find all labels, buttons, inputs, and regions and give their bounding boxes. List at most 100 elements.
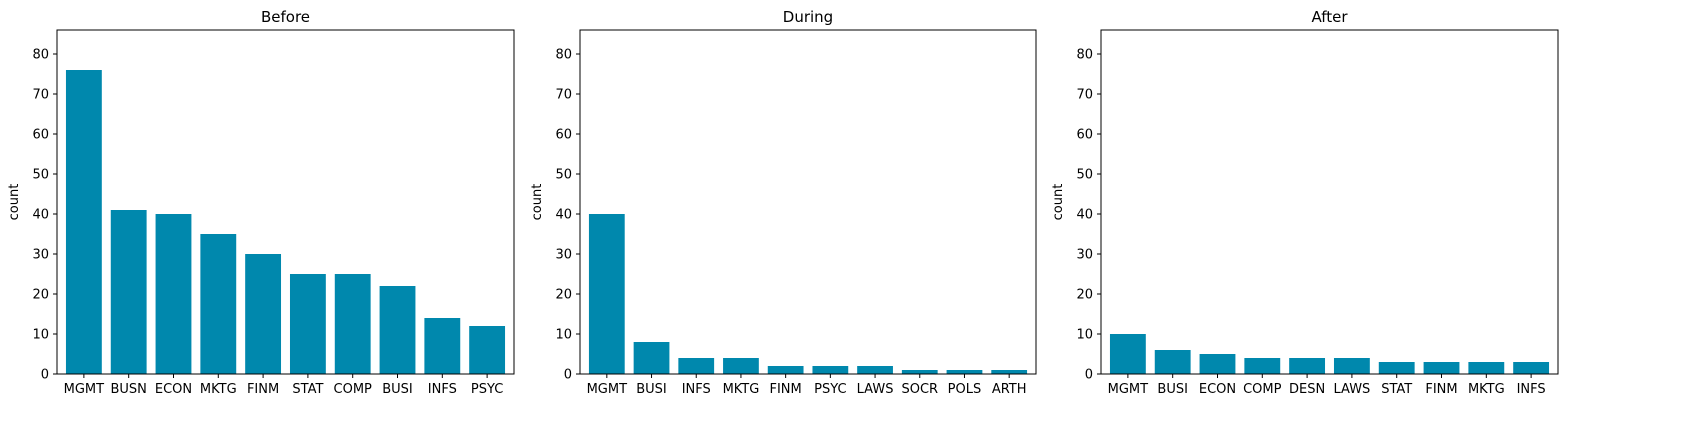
y-tick-label: 20 bbox=[1076, 288, 1093, 303]
y-tick-label: 20 bbox=[555, 288, 572, 303]
y-tick-label: 40 bbox=[1076, 208, 1093, 223]
x-tick-label: STAT bbox=[292, 382, 323, 397]
y-tick-label: 40 bbox=[32, 208, 49, 223]
bar bbox=[1468, 362, 1505, 374]
panel-title: After bbox=[1311, 8, 1348, 26]
x-tick-label: MKTG bbox=[200, 382, 237, 397]
bar bbox=[678, 358, 715, 374]
x-tick-label: PSYC bbox=[471, 382, 503, 397]
bar bbox=[155, 214, 192, 374]
x-tick-label: INFS bbox=[1517, 382, 1546, 397]
y-tick-label: 30 bbox=[555, 248, 572, 263]
y-tick-label: 0 bbox=[41, 368, 49, 383]
bar bbox=[1289, 358, 1326, 374]
bar bbox=[1244, 358, 1281, 374]
x-tick-label: INFS bbox=[682, 382, 711, 397]
x-tick-label: INFS bbox=[428, 382, 457, 397]
x-tick-label: PSYC bbox=[814, 382, 846, 397]
bar bbox=[1109, 334, 1146, 374]
bar bbox=[857, 366, 893, 374]
bar bbox=[1333, 358, 1370, 374]
y-tick-label: 60 bbox=[555, 128, 572, 143]
bar bbox=[200, 234, 237, 374]
x-tick-label: SOCR bbox=[901, 382, 938, 397]
panel-title: Before bbox=[261, 8, 310, 26]
x-tick-label: BUSI bbox=[636, 382, 667, 397]
y-tick-label: 40 bbox=[555, 208, 572, 223]
y-tick-label: 50 bbox=[1076, 168, 1093, 183]
y-tick-label: 0 bbox=[1085, 368, 1093, 383]
bar bbox=[289, 274, 326, 374]
y-tick-label: 70 bbox=[1076, 88, 1093, 103]
y-tick-label: 70 bbox=[32, 88, 49, 103]
y-tick-label: 10 bbox=[555, 328, 572, 343]
panel-during: During count 0 10 20 30 40 50 60 70 80 MGMT BUSI IN… bbox=[530, 8, 1037, 397]
bar bbox=[901, 370, 938, 374]
x-tick-label: FINM bbox=[1425, 382, 1457, 397]
bar bbox=[110, 210, 147, 374]
y-axis-label: count bbox=[530, 184, 545, 221]
x-tick-label: BUSI bbox=[382, 382, 413, 397]
x-tick-label: DESN bbox=[1289, 382, 1325, 397]
y-tick-label: 80 bbox=[555, 48, 572, 63]
y-axis-label: count bbox=[7, 184, 22, 221]
axes-frame bbox=[579, 29, 1037, 375]
y-axis-label: count bbox=[1051, 184, 1066, 221]
axes-frame bbox=[56, 29, 515, 375]
x-tick-label: FINM bbox=[247, 382, 279, 397]
x-tick-label: MGMT bbox=[1108, 382, 1149, 397]
x-tick-label: ECON bbox=[155, 382, 192, 397]
y-tick-label: 70 bbox=[555, 88, 572, 103]
x-tick-label: BUSN bbox=[110, 382, 146, 397]
bar bbox=[946, 370, 983, 374]
bar bbox=[245, 254, 282, 374]
x-tick-label: LAWS bbox=[857, 382, 894, 397]
bar bbox=[469, 326, 506, 374]
y-tick-label: 30 bbox=[1076, 248, 1093, 263]
y-tick-label: 0 bbox=[564, 368, 572, 383]
y-tick-label: 60 bbox=[1076, 128, 1093, 143]
bar bbox=[633, 342, 670, 374]
bar bbox=[1378, 362, 1415, 374]
y-tick-label: 60 bbox=[32, 128, 49, 143]
bar bbox=[588, 214, 625, 374]
bar bbox=[65, 70, 102, 374]
y-tick-label: 20 bbox=[32, 288, 49, 303]
bar bbox=[1423, 362, 1460, 374]
x-tick-label: ARTH bbox=[992, 382, 1027, 397]
x-tick-label: POLS bbox=[948, 382, 982, 397]
bar bbox=[991, 370, 1028, 374]
x-tick-label: COMP bbox=[1243, 382, 1282, 397]
x-tick-label: ECON bbox=[1199, 382, 1236, 397]
panel-title: During bbox=[783, 8, 833, 26]
x-tick-label: BUSI bbox=[1157, 382, 1188, 397]
bar bbox=[424, 318, 461, 374]
x-tick-label: STAT bbox=[1381, 382, 1412, 397]
bar bbox=[812, 366, 849, 374]
bar bbox=[1154, 350, 1191, 374]
panel-before: Before count 0 10 20 30 40 50 60 70 80 MGMT BUSN EC… bbox=[7, 8, 515, 397]
bar bbox=[1199, 354, 1236, 374]
y-tick-label: 30 bbox=[32, 248, 49, 263]
y-tick-label: 50 bbox=[555, 168, 572, 183]
x-tick-label: MGMT bbox=[64, 382, 105, 397]
y-tick-label: 50 bbox=[32, 168, 49, 183]
y-tick-label: 80 bbox=[1076, 48, 1093, 63]
bar bbox=[767, 366, 804, 374]
x-tick-label: FINM bbox=[770, 382, 802, 397]
bar bbox=[1513, 362, 1550, 374]
x-tick-label: LAWS bbox=[1333, 382, 1370, 397]
bar bbox=[334, 274, 371, 374]
x-tick-label: MGMT bbox=[587, 382, 628, 397]
y-tick-label: 80 bbox=[32, 48, 49, 63]
x-tick-label: MKTG bbox=[1468, 382, 1505, 397]
panel-after: After count 0 10 20 30 40 50 60 70 80 MGMT BUSI ECO… bbox=[1051, 8, 1559, 397]
x-tick-label: COMP bbox=[334, 382, 373, 397]
x-tick-label: MKTG bbox=[723, 382, 760, 397]
axes-frame bbox=[1100, 29, 1559, 375]
bar bbox=[723, 358, 759, 374]
y-tick-label: 10 bbox=[32, 328, 49, 343]
y-tick-label: 10 bbox=[1076, 328, 1093, 343]
bar bbox=[379, 286, 416, 374]
